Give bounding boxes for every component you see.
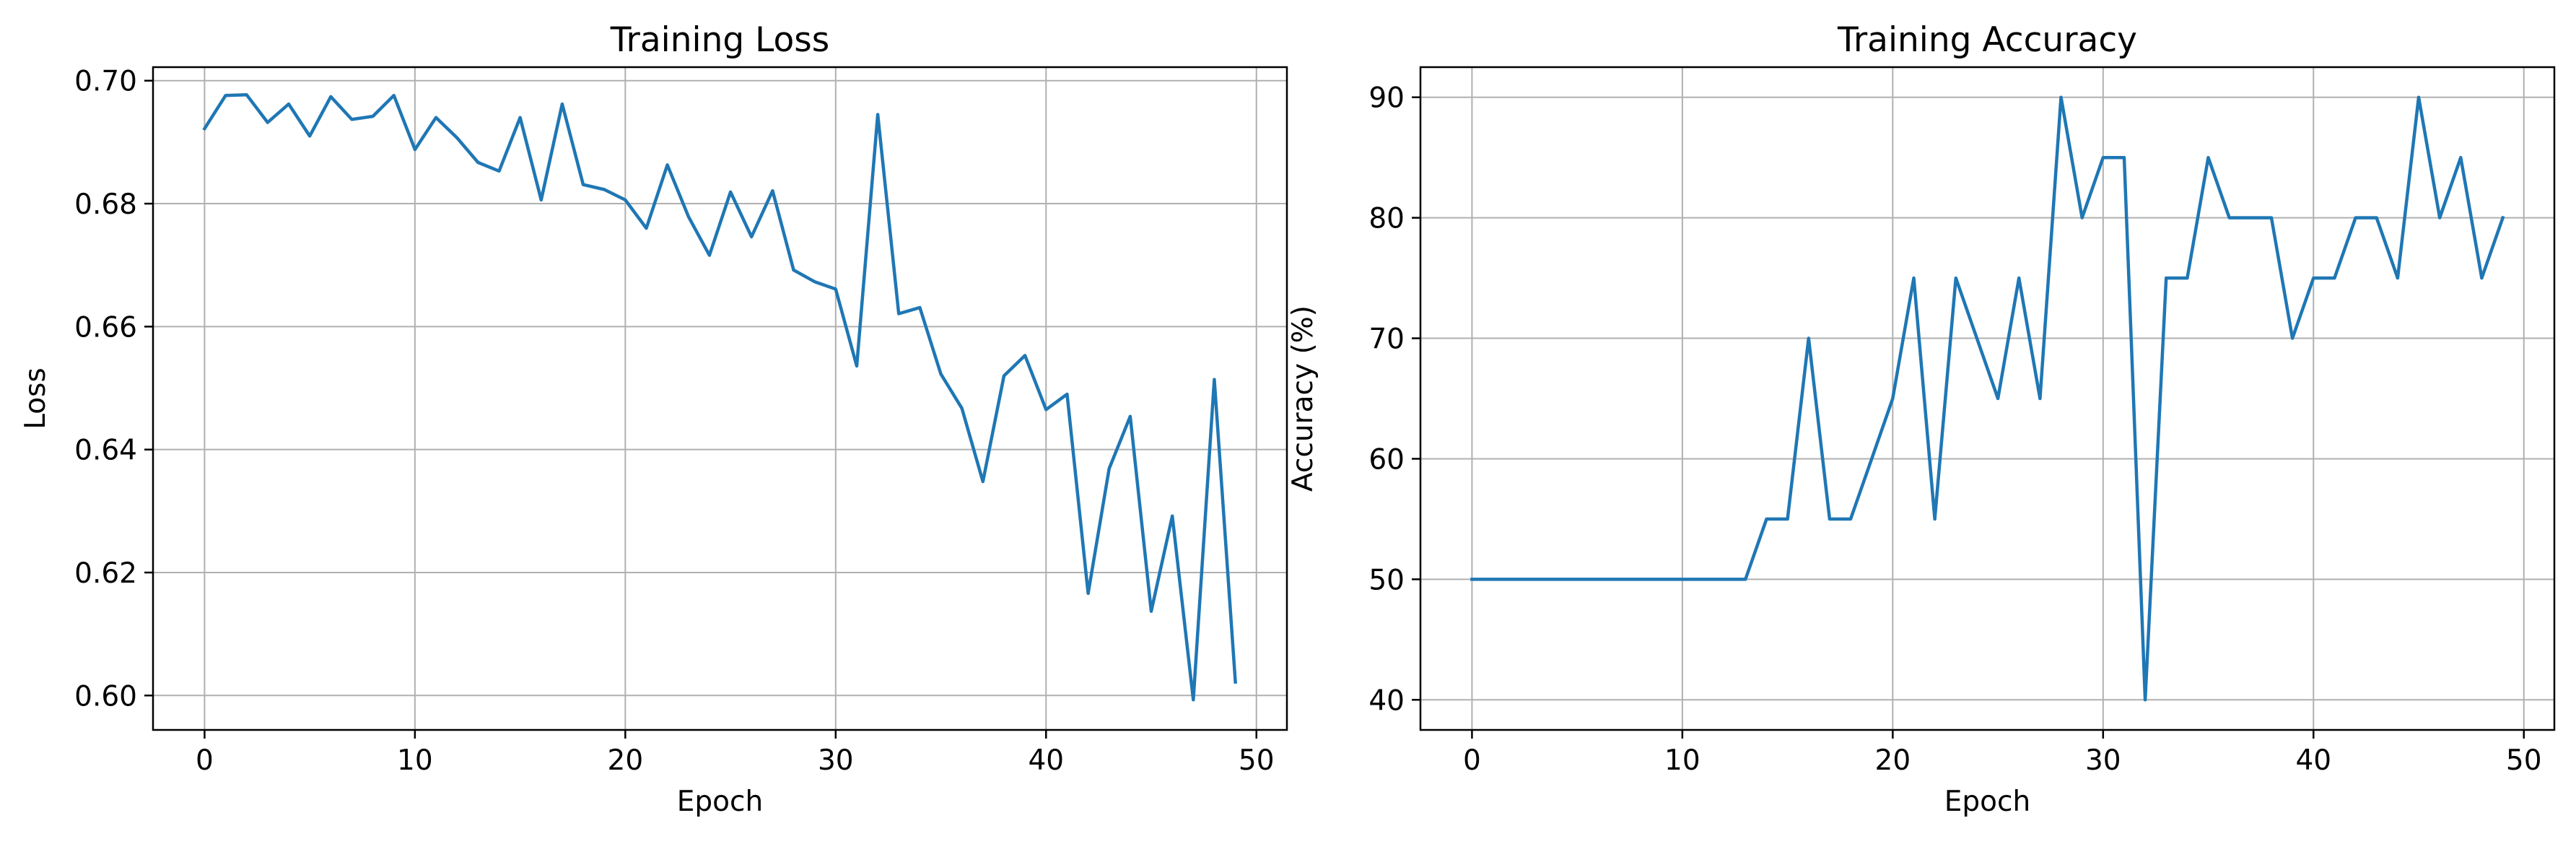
- loss-x-tick-label: 40: [1028, 744, 1064, 777]
- loss-x-tick-label: 10: [397, 744, 433, 777]
- accuracy-x-tick-label: 30: [2085, 744, 2121, 777]
- accuracy-series: [1470, 95, 2505, 702]
- loss-series: [202, 93, 1238, 702]
- accuracy-y-tick-label: 90: [1368, 82, 1405, 115]
- accuracy-y-tick-label: 60: [1368, 443, 1405, 476]
- loss-x-tick-label: 20: [608, 744, 644, 777]
- accuracy-y-tick-label: 40: [1368, 684, 1405, 717]
- accuracy-x-ticks: 0 10 20 30 40 50: [1463, 730, 2542, 777]
- loss-y-ticks: 0.60 0.62 0.64 0.66 0.68 0.70: [74, 66, 153, 713]
- accuracy-chart-panel: 0 10 20 30 40 50 40 50 60 70 80 90 Training Accura…: [1287, 20, 2556, 818]
- accuracy-x-tick-label: 10: [1664, 744, 1700, 777]
- loss-plot-frame: [152, 66, 1288, 731]
- loss-x-axis-label: Epoch: [677, 786, 763, 818]
- loss-y-tick-label: 0.64: [74, 435, 137, 467]
- loss-y-tick-label: 0.66: [74, 311, 137, 344]
- loss-series-line: [202, 93, 1238, 702]
- loss-chart-title: Training Loss: [610, 20, 829, 60]
- accuracy-x-tick-label: 0: [1463, 744, 1481, 777]
- accuracy-y-ticks: 40 50 60 70 80 90: [1368, 82, 1420, 717]
- accuracy-plot-frame: [1419, 66, 2556, 731]
- loss-y-tick-label: 0.60: [74, 680, 137, 713]
- accuracy-chart-title: Training Accuracy: [1837, 20, 2137, 60]
- loss-x-tick-label: 50: [1239, 744, 1275, 777]
- loss-x-tick-label: 0: [196, 744, 214, 777]
- accuracy-x-tick-label: 50: [2506, 744, 2542, 777]
- loss-y-tick-label: 0.70: [74, 66, 137, 98]
- accuracy-x-tick-label: 40: [2295, 744, 2331, 777]
- accuracy-x-tick-label: 20: [1875, 744, 1911, 777]
- loss-y-tick-label: 0.68: [74, 188, 137, 221]
- loss-y-tick-label: 0.62: [74, 557, 137, 590]
- loss-x-tick-label: 30: [818, 744, 854, 777]
- accuracy-y-tick-label: 70: [1368, 323, 1405, 356]
- accuracy-x-axis-label: Epoch: [1944, 786, 2030, 818]
- accuracy-series-line: [1470, 95, 2505, 702]
- accuracy-y-tick-label: 50: [1368, 564, 1405, 596]
- loss-y-axis-label: Loss: [19, 367, 52, 430]
- loss-grid: [153, 67, 1287, 730]
- accuracy-y-axis-label: Accuracy (%): [1287, 305, 1319, 492]
- loss-x-ticks: 0 10 20 30 40 50: [196, 730, 1275, 777]
- accuracy-y-tick-label: 80: [1368, 203, 1405, 235]
- loss-chart-panel: 0 10 20 30 40 50 0.60 0.62 0.64 0.66 0.68 0.70 Tra…: [19, 20, 1288, 818]
